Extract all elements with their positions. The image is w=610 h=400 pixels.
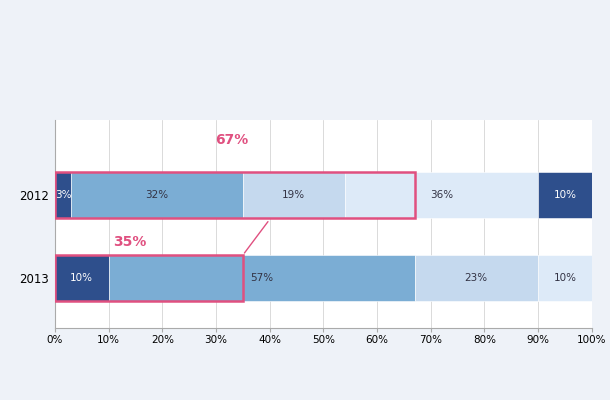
Text: 35%: 35% xyxy=(113,234,147,248)
Bar xyxy=(538,172,592,218)
Bar xyxy=(55,172,71,218)
Bar xyxy=(538,255,592,301)
Text: 57%: 57% xyxy=(250,273,273,283)
Bar xyxy=(415,255,538,301)
Bar xyxy=(55,172,415,218)
Text: 10%: 10% xyxy=(70,273,93,283)
Bar xyxy=(55,255,109,301)
Text: 36%: 36% xyxy=(430,190,453,200)
Text: 10%: 10% xyxy=(553,273,576,283)
Text: 10%: 10% xyxy=(553,190,576,200)
Text: 67%: 67% xyxy=(215,133,249,147)
Text: 3%: 3% xyxy=(55,190,71,200)
Text: 32%: 32% xyxy=(145,190,168,200)
Bar xyxy=(243,172,345,218)
Bar xyxy=(55,255,243,301)
Text: 19%: 19% xyxy=(282,190,306,200)
Text: 23%: 23% xyxy=(465,273,488,283)
Bar xyxy=(109,255,415,301)
Bar xyxy=(71,172,243,218)
Bar xyxy=(345,172,538,218)
